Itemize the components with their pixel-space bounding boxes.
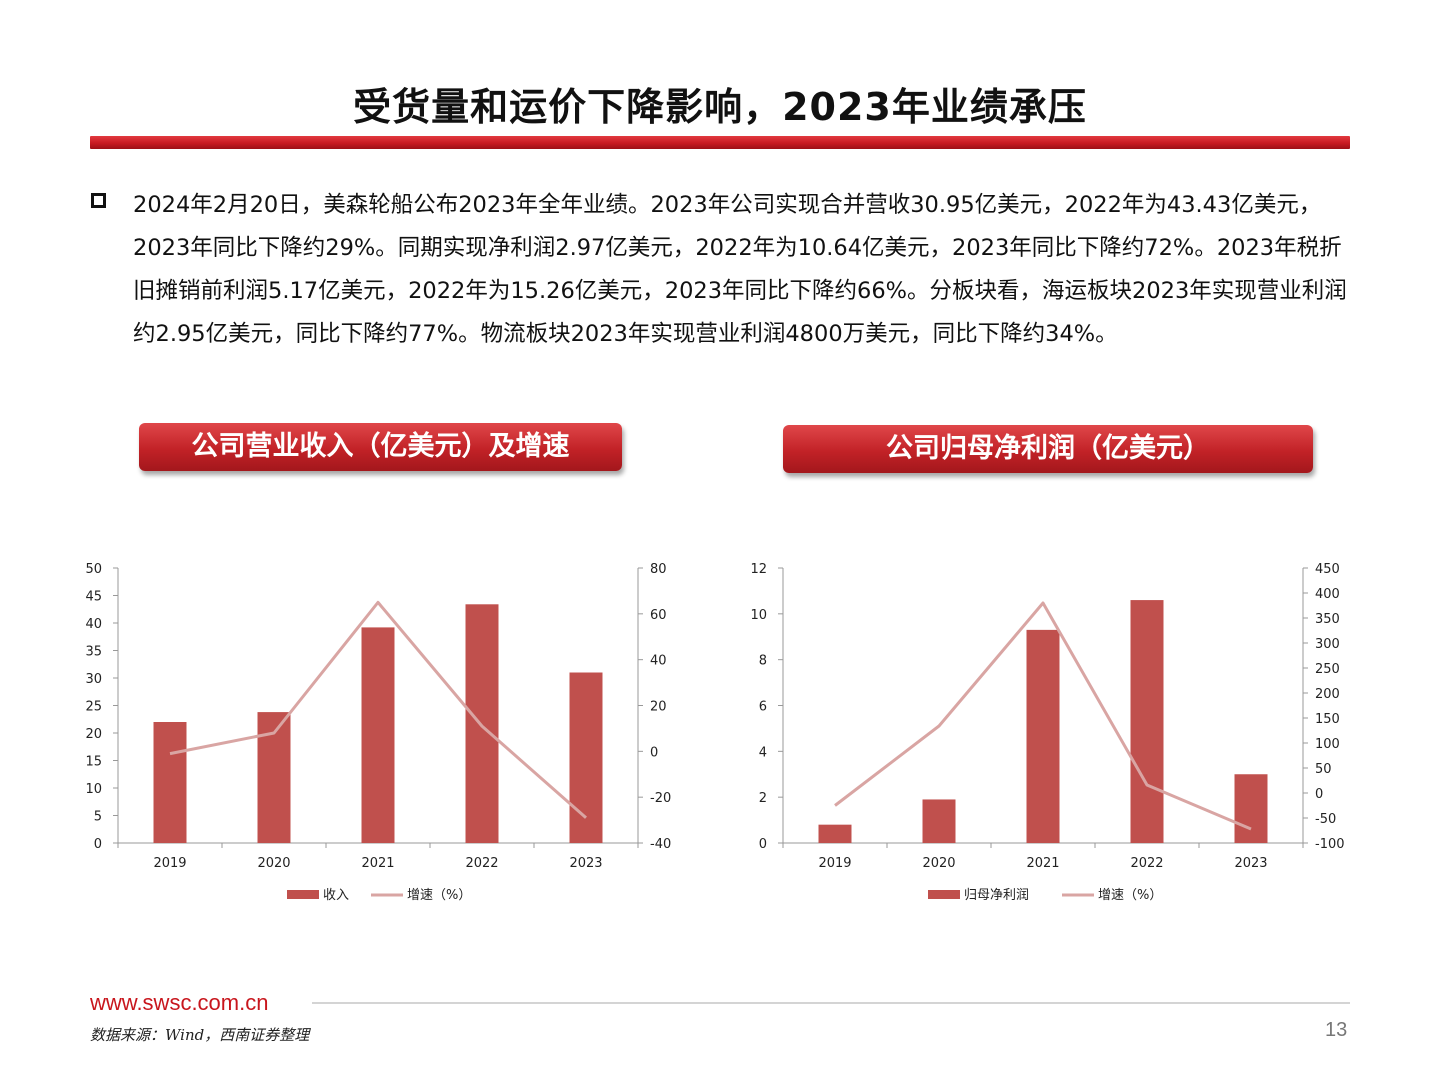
x-tick-label: 2021 bbox=[361, 856, 394, 871]
left-tick-label: 0 bbox=[759, 837, 767, 852]
legend-bar-label: 收入 bbox=[323, 888, 349, 903]
revenue-chart-banner: 公司营业收入（亿美元）及增速 bbox=[139, 423, 622, 471]
right-tick-label: -100 bbox=[1315, 837, 1345, 852]
left-tick-label: 8 bbox=[759, 654, 767, 669]
left-tick-label: 10 bbox=[85, 782, 102, 797]
right-tick-label: 80 bbox=[650, 562, 667, 577]
left-tick-label: 30 bbox=[85, 672, 102, 687]
left-tick-label: 6 bbox=[759, 700, 767, 715]
bar-2023 bbox=[1234, 774, 1268, 843]
x-tick-label: 2019 bbox=[818, 856, 851, 871]
revenue-chart: 0 5 10 15 20 25 30 35 40 45 50 -40 -20 0 20 40 60 80 2019 2… bbox=[85, 562, 671, 903]
left-tick-label: 35 bbox=[85, 645, 102, 660]
left-tick-label: 4 bbox=[759, 745, 767, 760]
left-tick-label: 20 bbox=[85, 727, 102, 742]
bar-2020 bbox=[922, 799, 956, 843]
left-tick-label: 40 bbox=[85, 617, 102, 632]
right-tick-label: -20 bbox=[650, 791, 671, 806]
left-tick-label: 45 bbox=[85, 590, 102, 605]
x-tick-label: 2022 bbox=[465, 856, 498, 871]
footer-divider bbox=[312, 1002, 1350, 1004]
legend-bar-swatch bbox=[287, 890, 319, 899]
growth-line bbox=[834, 601, 1252, 831]
left-tick-label: 50 bbox=[85, 562, 102, 577]
legend-bar-label: 归母净利润 bbox=[964, 888, 1029, 903]
legend-bar-swatch bbox=[928, 890, 960, 899]
slide-title: 受货量和运价下降影响，2023年业绩承压 bbox=[353, 85, 1087, 129]
right-tick-label: 100 bbox=[1315, 737, 1340, 752]
title-underline-bar bbox=[90, 136, 1350, 149]
bar-2022 bbox=[465, 604, 499, 843]
left-tick-label: 10 bbox=[750, 608, 767, 623]
right-tick-label: 60 bbox=[650, 608, 667, 623]
right-tick-label: 0 bbox=[1315, 787, 1323, 802]
x-tick-label: 2023 bbox=[1234, 856, 1267, 871]
right-tick-label: 350 bbox=[1315, 612, 1340, 627]
hollow-square-bullet-icon bbox=[91, 193, 106, 208]
footer-url: www.swsc.com.cn bbox=[90, 990, 269, 1015]
right-tick-label: 250 bbox=[1315, 662, 1340, 677]
right-tick-label: 0 bbox=[650, 745, 658, 760]
growth-line bbox=[169, 600, 587, 819]
right-tick-label: 400 bbox=[1315, 587, 1340, 602]
legend-line-label: 增速（%） bbox=[1098, 888, 1162, 903]
page-number: 13 bbox=[1325, 1019, 1348, 1041]
right-tick-label: -50 bbox=[1315, 812, 1336, 827]
left-tick-label: 2 bbox=[759, 791, 767, 806]
x-tick-label: 2021 bbox=[1026, 856, 1059, 871]
x-tick-label: 2019 bbox=[153, 856, 186, 871]
bar-2021 bbox=[361, 627, 395, 843]
right-tick-label: 20 bbox=[650, 700, 667, 715]
right-tick-label: 450 bbox=[1315, 562, 1340, 577]
right-tick-label: -40 bbox=[650, 837, 671, 852]
left-tick-label: 12 bbox=[750, 562, 767, 577]
x-tick-label: 2020 bbox=[257, 856, 290, 871]
footer-source: 数据来源：Wind，西南证券整理 bbox=[90, 1026, 310, 1044]
right-tick-label: 50 bbox=[1315, 762, 1332, 777]
net-profit-chart: 0 2 4 6 8 10 12 -100 -50 0 50 100 150 200 250 300 350 400… bbox=[750, 562, 1345, 903]
x-tick-label: 2022 bbox=[1130, 856, 1163, 871]
right-tick-label: 300 bbox=[1315, 637, 1340, 652]
left-tick-label: 15 bbox=[85, 755, 102, 770]
x-tick-label: 2023 bbox=[569, 856, 602, 871]
left-tick-label: 25 bbox=[85, 700, 102, 715]
right-tick-label: 40 bbox=[650, 654, 667, 669]
left-tick-label: 5 bbox=[94, 810, 102, 825]
bar-2021 bbox=[1026, 629, 1060, 843]
legend-line-label: 增速（%） bbox=[407, 888, 471, 903]
bar-2019 bbox=[818, 824, 852, 843]
x-tick-label: 2020 bbox=[922, 856, 955, 871]
right-tick-label: 150 bbox=[1315, 712, 1340, 727]
net-profit-chart-banner: 公司归母净利润（亿美元） bbox=[783, 425, 1313, 473]
left-tick-label: 0 bbox=[94, 837, 102, 852]
bar-2023 bbox=[569, 672, 603, 843]
bar-2019 bbox=[153, 722, 187, 843]
right-tick-label: 200 bbox=[1315, 687, 1340, 702]
summary-paragraph: 2024年2月20日，美森轮船公布2023年全年业绩。2023年公司实现合并营收… bbox=[133, 192, 1347, 347]
bar-2022 bbox=[1130, 600, 1164, 843]
